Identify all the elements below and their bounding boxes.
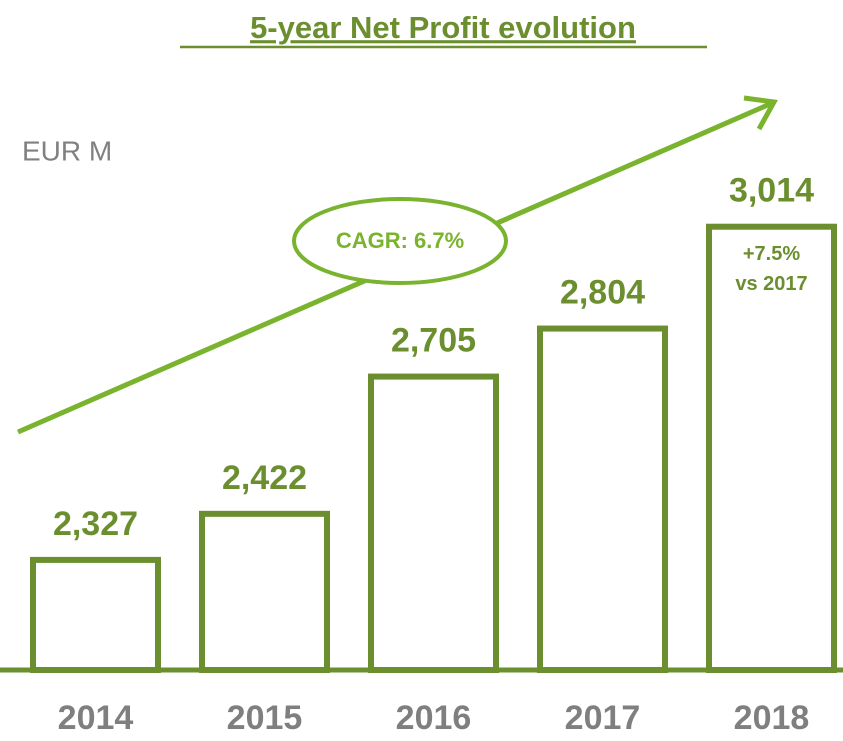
chart-title: 5-year Net Profit evolution (250, 10, 636, 45)
bar-note: vs 2017 (735, 273, 807, 295)
x-tick-label: 2015 (227, 699, 303, 737)
x-tick-label: 2017 (565, 699, 641, 737)
value-label: 3,014 (729, 172, 814, 210)
value-label: 2,705 (391, 322, 476, 360)
bar-note: +7.5% (743, 243, 800, 265)
unit-label: EUR M (22, 135, 112, 166)
bar (199, 510, 330, 674)
bar (368, 373, 499, 673)
x-tick-label: 2016 (396, 699, 472, 737)
cagr-label: CAGR: 6.7% (336, 228, 464, 253)
x-tick-label: 2014 (58, 699, 134, 737)
cagr-ellipse (292, 197, 508, 285)
value-label: 2,804 (560, 274, 645, 312)
arrow-head (743, 95, 778, 131)
bar (537, 325, 668, 673)
x-tick-label: 2018 (734, 699, 810, 737)
value-label: 2,422 (222, 459, 307, 497)
value-label: 2,327 (53, 505, 138, 543)
bar (30, 556, 161, 674)
